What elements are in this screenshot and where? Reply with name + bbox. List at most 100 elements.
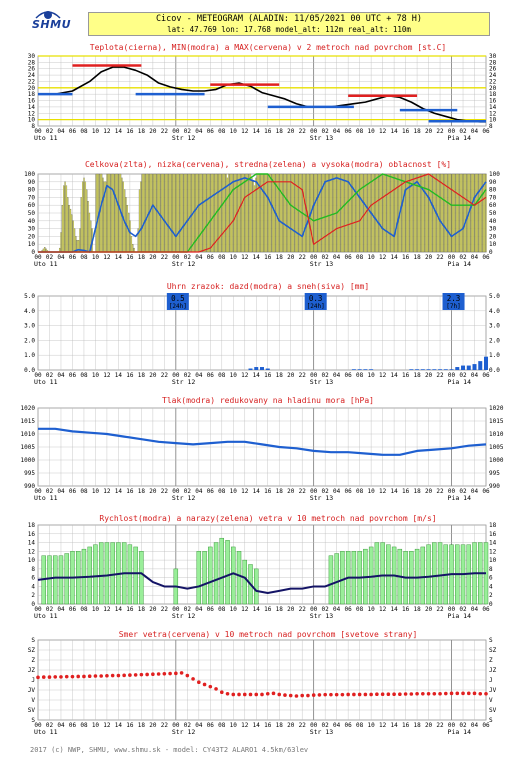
x-tick-hour: 02 <box>46 254 54 261</box>
x-tick-hour: 20 <box>287 488 295 495</box>
x-tick-day: Str 12 <box>172 494 196 502</box>
gust-bar <box>340 551 345 605</box>
x-tick-hour: 00 <box>310 128 318 135</box>
total-cloud-bar <box>272 173 275 253</box>
wind-direction-point <box>415 691 419 696</box>
wind-direction-point <box>208 684 213 689</box>
total-cloud-bar <box>356 173 359 253</box>
y-tick-left: 4.0 <box>24 308 35 315</box>
total-cloud-bar <box>391 173 394 253</box>
wind-direction-point <box>168 671 172 676</box>
x-tick-day: Str 13 <box>310 378 334 386</box>
x-tick-hour: 00 <box>172 254 180 261</box>
wind-direction-point <box>346 692 350 697</box>
gust-bar <box>47 555 52 605</box>
y-tick-left: 20 <box>28 233 36 240</box>
y-tick-right: 28 <box>489 59 497 66</box>
total-cloud-bar <box>151 173 153 253</box>
x-tick-hour: 00 <box>34 722 42 729</box>
rain-bar <box>409 369 414 370</box>
x-tick-hour: 14 <box>390 128 398 135</box>
total-cloud-bar <box>451 173 453 253</box>
total-cloud-bar <box>479 173 482 253</box>
total-cloud-bar <box>190 173 192 253</box>
total-cloud-bar <box>117 173 119 253</box>
meteogram-title: Cicov - METEOGRAM (ALADIN: 11/05/2021 00… <box>155 14 423 24</box>
y-tick-right: 22 <box>489 78 497 85</box>
wind-direction-point <box>122 673 126 678</box>
wind-direction-point <box>231 692 236 697</box>
x-tick-hour: 06 <box>207 606 215 613</box>
total-cloud-bar <box>237 173 239 253</box>
total-cloud-bar <box>285 173 287 253</box>
x-tick-hour: 02 <box>459 722 467 729</box>
total-cloud-bar <box>197 173 199 253</box>
y-tick-right: 26 <box>489 66 497 73</box>
x-tick-day: Str 12 <box>172 612 196 620</box>
y-tick-left: SZ <box>28 647 36 654</box>
x-tick-hour: 20 <box>149 488 157 495</box>
x-tick-hour: 04 <box>333 488 341 495</box>
y-tick-left: 100 <box>24 171 35 178</box>
x-tick-hour: 14 <box>115 372 123 379</box>
total-cloud-bar <box>382 173 384 253</box>
y-tick-right: 100 <box>489 171 500 178</box>
x-tick-hour: 02 <box>184 722 192 729</box>
y-tick-left: 80 <box>28 187 36 194</box>
x-tick-hour: 12 <box>103 722 111 729</box>
x-tick-hour: 22 <box>299 606 307 613</box>
wind-direction-point <box>145 672 149 677</box>
x-tick-hour: 12 <box>241 128 249 135</box>
total-cloud-bar <box>313 173 315 253</box>
wind-direction-point <box>271 691 276 696</box>
total-cloud-bar <box>110 173 112 253</box>
x-tick-hour: 10 <box>92 722 100 729</box>
panel-title: Tlak(modra) redukovany na hladinu mora [… <box>162 396 374 405</box>
total-cloud-bar <box>224 173 226 253</box>
wind-direction-point <box>225 691 230 696</box>
total-cloud-bar <box>433 173 436 253</box>
total-cloud-bar <box>64 181 66 253</box>
x-tick-hour: 10 <box>92 488 100 495</box>
x-tick-day: Pia 14 <box>448 378 472 386</box>
y-tick-left: 990 <box>24 483 35 490</box>
wind-direction-point <box>329 692 333 697</box>
gust-bar <box>53 555 58 605</box>
x-tick-hour: 06 <box>345 254 353 261</box>
total-cloud-bar <box>321 173 323 253</box>
total-cloud-bar <box>410 173 413 253</box>
x-tick-hour: 22 <box>299 722 307 729</box>
total-cloud-bar <box>439 173 441 253</box>
wind-direction-point <box>432 691 437 696</box>
x-tick-hour: 10 <box>92 372 100 379</box>
total-cloud-bar <box>440 173 442 253</box>
precip-sum-period: [7h] <box>446 303 460 310</box>
x-tick-hour: 16 <box>264 254 272 261</box>
total-cloud-bar <box>84 181 87 253</box>
total-cloud-bar <box>146 173 149 253</box>
x-tick-day: Str 13 <box>310 612 334 620</box>
y-tick-left: 4 <box>31 583 35 590</box>
gust-bar <box>64 553 69 605</box>
wind-direction-point <box>352 692 356 697</box>
total-cloud-bar <box>243 173 245 253</box>
x-tick-hour: 04 <box>333 254 341 261</box>
total-cloud-bar <box>377 173 379 253</box>
y-tick-left: JV <box>28 687 36 694</box>
wind-direction-point <box>380 692 385 697</box>
x-tick-day: Uto 11 <box>34 378 58 386</box>
x-tick-hour: 04 <box>471 606 479 613</box>
wind-direction-point <box>283 693 287 697</box>
x-tick-hour: 22 <box>161 722 169 729</box>
x-tick-hour: 04 <box>195 372 203 379</box>
y-tick-left: 50 <box>28 210 36 217</box>
x-tick-hour: 04 <box>333 722 341 729</box>
x-tick-hour: 02 <box>459 488 467 495</box>
wind-direction-point <box>105 673 109 678</box>
rain-bar <box>432 369 437 370</box>
total-cloud-bar <box>429 173 432 253</box>
gust-bar <box>213 542 219 605</box>
x-tick-hour: 16 <box>402 722 410 729</box>
wind-direction-point <box>426 691 431 696</box>
wind-direction-point <box>242 692 247 697</box>
